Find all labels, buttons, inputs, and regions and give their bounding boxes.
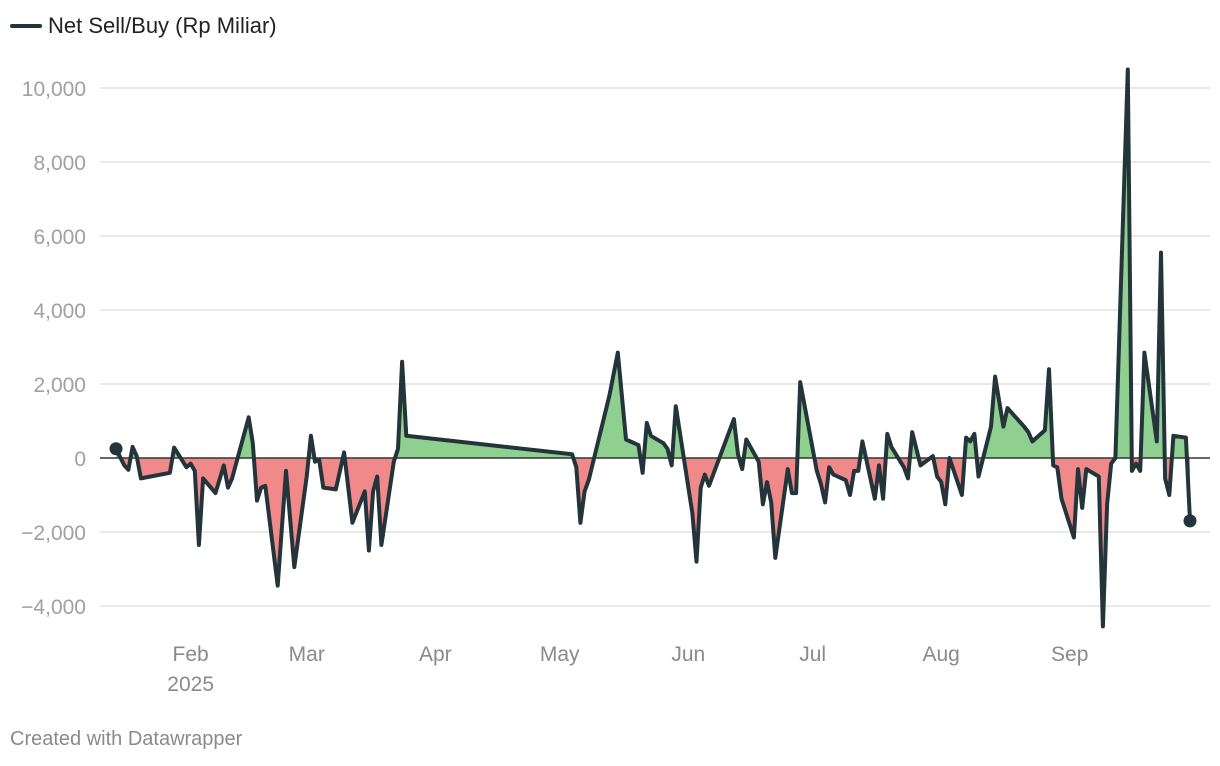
y-tick-label: 8,000 [33,152,86,175]
legend-line-swatch [10,24,42,28]
series-line-group [109,67,1197,629]
y-tick-label: −2,000 [21,522,86,545]
legend-label: Net Sell/Buy (Rp Miliar) [48,13,277,38]
y-tick-label: 10,000 [22,78,86,101]
x-tick-label: Jun [671,643,705,666]
y-axis-ticks: 10,000 8,000 6,000 4,000 2,000 0 −2,000 −4,000 [21,78,86,619]
x-tick-label: Jul [799,643,826,666]
y-tick-label: 2,000 [33,374,86,397]
y-tick-label: 4,000 [33,300,86,323]
y-tick-label: −4,000 [21,596,86,619]
x-tick-label: Aug [923,643,960,666]
y-tick-label: 0 [74,448,86,471]
x-tick-label: Sep [1051,643,1088,666]
area-fills [116,69,1190,627]
start-point-marker [109,442,123,456]
x-tick-label: Feb [173,643,209,666]
x-tick-label: Mar [289,643,325,666]
gridlines [100,87,1210,607]
y-tick-label: 6,000 [33,226,86,249]
end-point-marker [1183,514,1197,528]
x-tick-label: Apr [419,643,452,666]
x-tick-year-label: 2025 [167,673,214,696]
negative-area [116,458,1190,627]
legend: Net Sell/Buy (Rp Miliar) [10,12,277,40]
series-line [114,67,1192,629]
x-axis-ticks: Feb 2025 Mar Apr May Jun Jul Aug Sep [167,643,1088,696]
footer-credit: Created with Datawrapper [10,728,243,750]
x-tick-label: May [540,643,580,666]
